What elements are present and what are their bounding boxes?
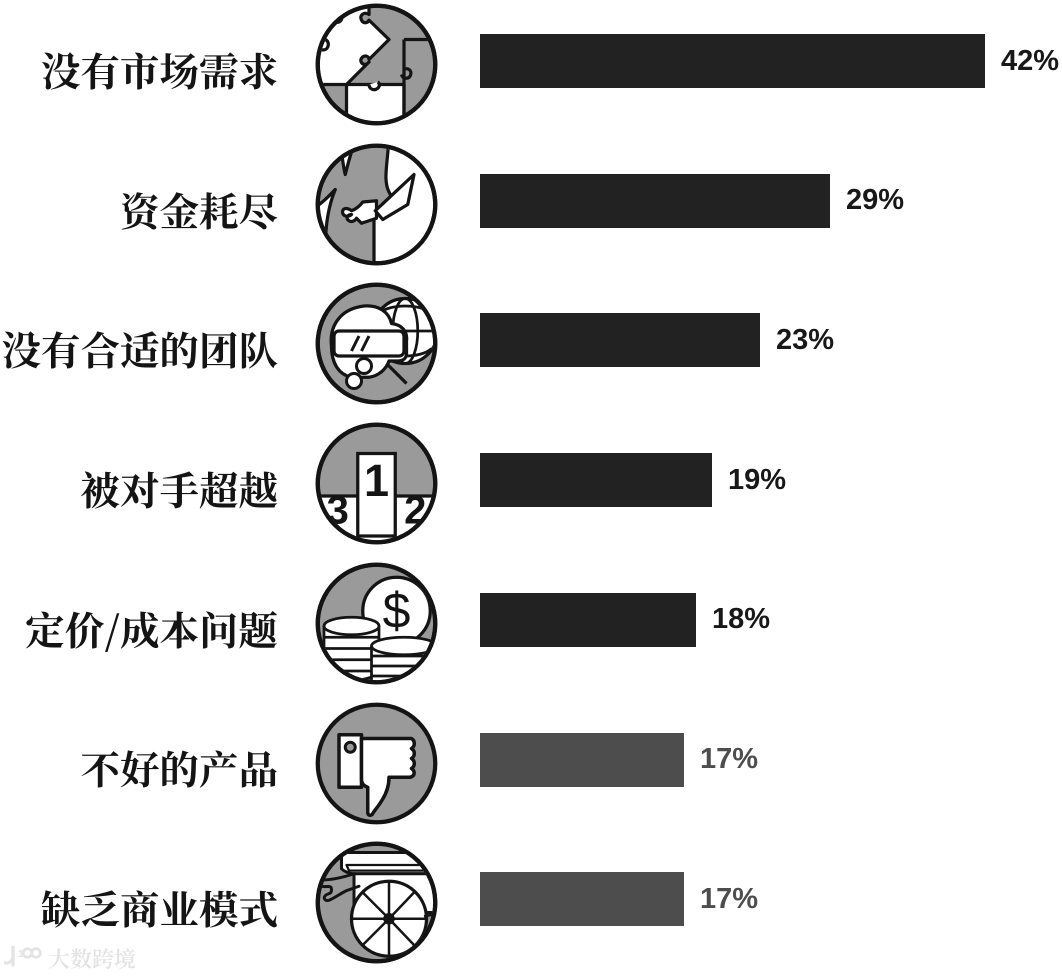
- svg-text:$: $: [383, 582, 411, 638]
- svg-text:1: 1: [364, 455, 389, 506]
